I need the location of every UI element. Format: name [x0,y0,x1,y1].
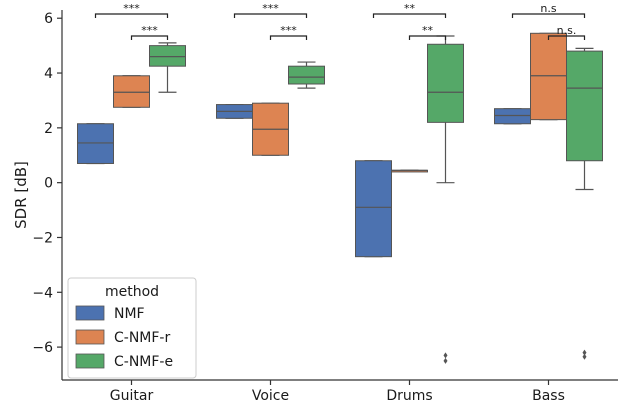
legend-label: C-NMF-r [114,330,170,346]
box-C-NMF-r-Guitar [113,75,150,108]
outlier-point [443,357,448,364]
significance-label: *** [262,2,279,15]
x-tick-label: Voice [252,388,289,404]
significance-label: n.s. [557,24,577,37]
box-body [530,32,567,121]
significance-bracket: *** [130,24,169,40]
legend-label: C-NMF-e [114,354,173,370]
axes: −6 −4 −2 0 2 4 6 Guitar Voice Drums Bass [32,10,618,404]
box-NMF-Drums [355,160,392,258]
legend-frame [67,277,197,379]
y-tick-label: 2 [44,121,53,137]
bracket-line [94,13,169,18]
x-tick-label: Drums [386,388,432,404]
legend-title: method [105,284,159,300]
bracket-line [233,13,308,18]
y-axis-title: SDR [dB] [12,161,30,229]
outlier-point [443,352,448,359]
box-body [149,45,186,67]
y-tick-label: −6 [32,340,53,356]
significance-bracket: n.s [511,2,586,18]
significance-label: ** [404,2,416,15]
significance-label: *** [123,2,140,15]
y-tick-label: −4 [32,285,53,301]
box-C-NMF-e-Bass [566,47,603,360]
box-NMF-Voice [216,103,253,119]
significance-bracket: *** [233,2,308,18]
box-body [113,75,150,108]
legend-swatch [75,305,105,321]
significance-bracket: *** [269,24,308,40]
y-tick-label: −2 [32,230,53,246]
box-body [494,108,531,125]
significance-label: n.s [540,2,556,15]
bracket-line [511,13,586,18]
y-tick-label: 0 [44,176,53,192]
significance-bracket: n.s. [547,24,586,40]
bracket-line [269,35,308,40]
legend: method NMF C-NMF-r C-NMF-e [67,277,197,379]
significance-bracket: ** [408,24,447,40]
box-body [288,65,325,85]
y-tick-label: 6 [44,11,53,27]
box-body [77,123,114,164]
box-C-NMF-e-Guitar [149,42,186,93]
outlier-point [582,349,587,356]
plot-area: ****************n.sn.s. [77,2,603,364]
significance-label: *** [141,24,158,37]
bracket-line [372,13,447,18]
box-body [427,43,464,123]
significance-bracket: *** [94,2,169,18]
legend-label: NMF [114,306,145,322]
box-C-NMF-e-Drums [427,35,464,364]
box-C-NMF-r-Drums [391,169,428,173]
box-C-NMF-r-Voice [252,102,289,156]
legend-swatch [75,353,105,369]
box-body [355,160,392,258]
bracket-line [408,35,447,40]
x-tick-label: Bass [532,388,565,404]
legend-swatch [75,329,105,345]
outlier-point [582,353,587,360]
box-NMF-Bass [494,108,531,125]
significance-bracket: ** [372,2,447,18]
x-tick-label: Guitar [110,388,154,404]
box-body [566,50,603,162]
box-C-NMF-e-Voice [288,61,325,89]
bracket-line [130,35,169,40]
box-C-NMF-r-Bass [530,32,567,121]
legend-items: NMF C-NMF-r C-NMF-e [75,305,173,370]
significance-label: ** [422,24,434,37]
bracket-line [547,35,586,40]
box-NMF-Guitar [77,123,114,165]
significance-label: *** [280,24,297,37]
y-tick-label: 4 [44,66,53,82]
